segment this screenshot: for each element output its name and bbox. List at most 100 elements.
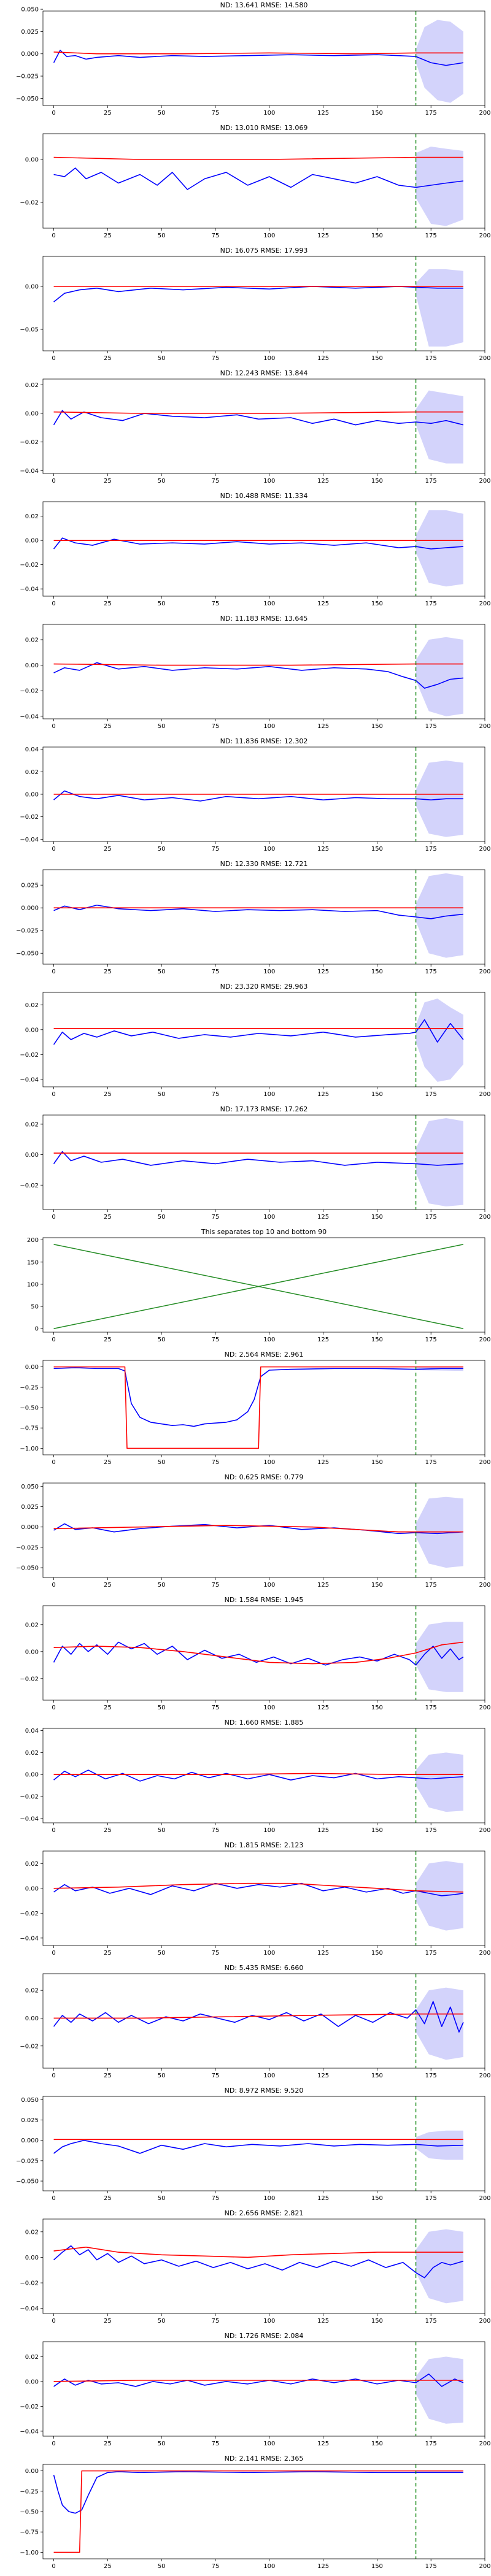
x-tick-label: 25 [104, 1214, 112, 1221]
y-tick-label: −0.050 [16, 951, 39, 957]
prediction-line [53, 2471, 463, 2514]
x-tick-label: 175 [425, 2318, 437, 2325]
y-tick-label: 0.02 [25, 1750, 39, 1757]
y-tick-label: 0.050 [21, 2097, 39, 2104]
y-tick-label: 0.00 [25, 2379, 39, 2385]
x-tick-label: 25 [104, 846, 112, 853]
x-tick-label: 125 [317, 2195, 329, 2202]
x-tick-label: 75 [212, 2072, 220, 2079]
chart-panel: ND: 0.625 RMSE: 0.779 −0.050 −0.025 0.000 0.… [0, 1472, 491, 1595]
chart-svg: ND: 1.815 RMSE: 2.123 −0.04 −0.02 0.00 0.02 0… [20, 1841, 490, 1957]
chart-title: ND: 2.141 RMSE: 2.365 [225, 2455, 304, 2463]
separator-line [53, 1244, 464, 1329]
x-tick-label: 200 [479, 1214, 490, 1221]
chart-svg: ND: 17.173 RMSE: 17.262 −0.02 0.00 0.02 0 25 5… [20, 1105, 490, 1221]
y-tick-label: −0.02 [20, 200, 39, 207]
x-tick-label: 100 [263, 1459, 275, 1466]
prediction-line [53, 790, 463, 802]
uncertainty-band [416, 1622, 463, 1692]
x-tick-label: 25 [104, 1950, 112, 1957]
axes-frame [42, 1605, 485, 1701]
x-tick-label: 175 [425, 355, 437, 362]
x-tick-label: 50 [158, 2563, 166, 2570]
x-tick-label: 125 [317, 846, 329, 853]
y-tick-label: −0.02 [20, 814, 39, 821]
axes-frame [42, 2341, 485, 2437]
chart-svg: ND: 10.488 RMSE: 11.334 −0.04 −0.02 0.00 0.0… [20, 492, 490, 607]
x-tick-label: 0 [52, 2318, 55, 2325]
x-tick-label: 175 [425, 1704, 437, 1711]
truth-line [53, 1366, 463, 1449]
x-tick-label: 75 [212, 2195, 220, 2202]
chart-svg: ND: 2.656 RMSE: 2.821 −0.04 −0.02 0.00 0.02 0… [20, 2209, 490, 2325]
x-tick-label: 100 [263, 1582, 275, 1589]
y-tick-label: 50 [31, 1304, 39, 1311]
x-tick-label: 200 [479, 355, 490, 362]
x-tick-label: 0 [52, 1459, 55, 1466]
y-tick-label: 100 [27, 1281, 39, 1288]
x-tick-label: 100 [263, 1950, 275, 1957]
chart-svg: ND: 11.836 RMSE: 12.302 −0.04 −0.02 0.00 0.0… [20, 737, 490, 853]
x-tick-label: 50 [158, 723, 166, 730]
y-tick-label: 0.00 [25, 662, 39, 669]
x-tick-label: 0 [52, 600, 55, 607]
y-tick-label: 0.00 [25, 1772, 39, 1779]
x-tick-label: 75 [212, 1827, 220, 1834]
chart-svg: ND: 1.660 RMSE: 1.885 −0.04 −0.02 0.00 0.02 0… [20, 1719, 490, 1834]
chart-svg: ND: 1.726 RMSE: 2.084 −0.04 −0.02 0.00 0.02 0… [20, 2332, 490, 2447]
y-tick-label: 0.04 [25, 1728, 39, 1735]
x-tick-label: 200 [479, 968, 490, 975]
chart-panel: ND: 8.972 RMSE: 9.520 −0.050 −0.025 0.000 0.… [0, 2085, 491, 2208]
uncertainty-band [416, 20, 463, 103]
chart-panel: ND: 1.584 RMSE: 1.945 −0.02 0.00 0.02 0 25 50 7… [0, 1595, 491, 1717]
x-tick-label: 100 [263, 600, 275, 607]
chart-panel: ND: 12.330 RMSE: 12.721 −0.050 −0.025 0.000… [0, 859, 491, 981]
x-tick-label: 175 [425, 1336, 437, 1343]
x-tick-label: 175 [425, 110, 437, 117]
x-tick-label: 25 [104, 968, 112, 975]
x-tick-label: 175 [425, 846, 437, 853]
axes-frame [42, 256, 485, 351]
x-tick-label: 50 [158, 478, 166, 485]
x-tick-label: 75 [212, 2318, 220, 2325]
x-tick-label: 25 [104, 1336, 112, 1343]
truth-line [53, 1641, 463, 1665]
x-tick-label: 200 [479, 2440, 490, 2447]
x-tick-label: 25 [104, 2072, 112, 2079]
y-tick-label: −0.02 [20, 2043, 39, 2050]
truth-line [53, 1882, 463, 1893]
x-tick-label: 200 [479, 1459, 490, 1466]
y-tick-label: −0.02 [20, 2280, 39, 2287]
x-tick-label: 175 [425, 1827, 437, 1834]
axes-frame [42, 2464, 485, 2559]
x-tick-label: 125 [317, 1459, 329, 1466]
x-tick-label: 50 [158, 2318, 166, 2325]
chart-title: ND: 2.656 RMSE: 2.821 [225, 2209, 304, 2217]
y-tick-label: 0.00 [25, 1027, 39, 1033]
chart-title: ND: 12.330 RMSE: 12.721 [220, 860, 308, 868]
x-tick-label: 0 [52, 2195, 55, 2202]
x-tick-label: 0 [52, 1827, 55, 1834]
chart-title: ND: 1.815 RMSE: 2.123 [225, 1841, 304, 1849]
x-tick-label: 0 [52, 1704, 55, 1711]
x-tick-label: 50 [158, 1459, 166, 1466]
x-tick-label: 150 [371, 1459, 383, 1466]
x-tick-label: 200 [479, 723, 490, 730]
chart-svg: This separates top 10 and bottom 90 0 50 10… [27, 1228, 491, 1343]
x-tick-label: 25 [104, 2318, 112, 2325]
y-tick-label: 0.02 [25, 2354, 39, 2361]
x-tick-label: 0 [52, 1091, 55, 1098]
y-tick-label: 0.02 [25, 2229, 39, 2236]
x-tick-label: 50 [158, 1950, 166, 1957]
x-tick-label: 150 [371, 2195, 383, 2202]
chart-title: ND: 17.173 RMSE: 17.262 [220, 1105, 308, 1113]
chart-panel: ND: 12.243 RMSE: 13.844 −0.04 −0.02 0.00 0.0… [0, 368, 491, 491]
x-tick-label: 150 [371, 478, 383, 485]
x-tick-label: 25 [104, 600, 112, 607]
x-tick-label: 200 [479, 2195, 490, 2202]
x-tick-label: 0 [52, 2072, 55, 2079]
chart-panel: ND: 1.815 RMSE: 2.123 −0.04 −0.02 0.00 0.02 0… [0, 1840, 491, 1963]
chart-svg: ND: 8.972 RMSE: 9.520 −0.050 −0.025 0.000 0.… [16, 2087, 491, 2202]
x-tick-label: 75 [212, 478, 220, 485]
